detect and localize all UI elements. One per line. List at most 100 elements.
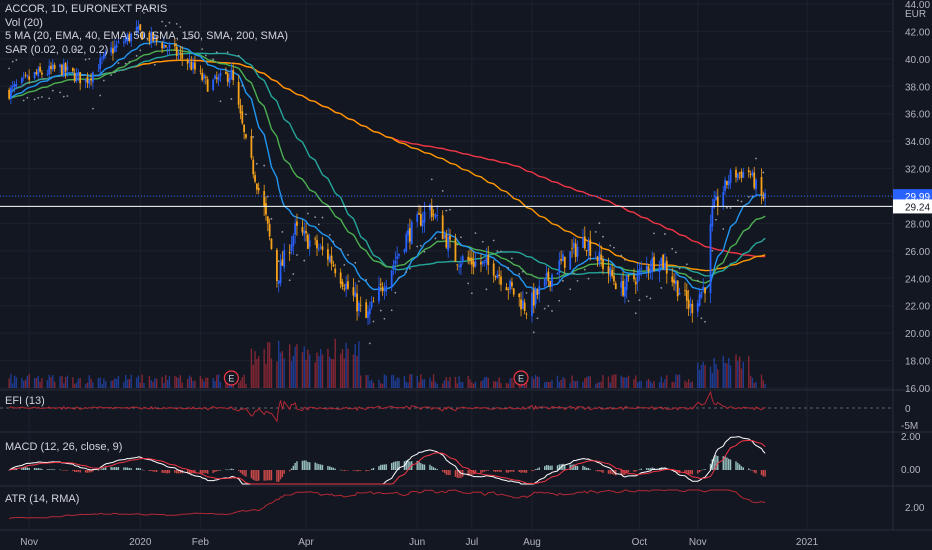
sar-dot [562, 279, 564, 282]
sar-dot [729, 207, 732, 209]
candle-body [354, 292, 357, 297]
candle-body [521, 300, 524, 309]
macd-histogram-bar [429, 464, 431, 470]
volume-bar [493, 381, 495, 388]
macd-histogram-bar [250, 470, 253, 479]
time-axis[interactable]: Nov 2020 Feb Apr Jun Jul Aug Oct Nov 2021 [0, 529, 932, 548]
macd-histogram-bar [334, 468, 336, 470]
legend-volume[interactable]: Vol (20) [5, 16, 43, 29]
legend-moving-averages[interactable]: 5 MA (20, EMA, 40, EMA, 50, SMA, 150, SM… [5, 30, 289, 42]
volume-bar [531, 376, 533, 388]
volume-bar [447, 380, 449, 388]
candle-body [520, 299, 522, 310]
candle-body [447, 237, 450, 251]
legend-efi[interactable]: EFI (13) [5, 395, 45, 407]
macd-histogram-bar [327, 465, 329, 470]
volume-bar [177, 378, 180, 388]
candle-body [161, 42, 164, 49]
candle-body [356, 293, 358, 312]
sar-dot [481, 240, 484, 243]
sar-dot [704, 320, 706, 323]
candle-body [722, 191, 725, 207]
volume-bar [347, 348, 349, 388]
volume-bar [88, 375, 90, 388]
legend-atr[interactable]: ATR (14, RMA) [5, 493, 80, 505]
macd-histogram-bar [186, 470, 189, 474]
sar-dot [332, 240, 335, 243]
volume-bar [190, 376, 192, 388]
candle-body [494, 276, 497, 278]
volume-bar [75, 382, 78, 388]
sar-dot [696, 279, 699, 282]
main-legend: ACCOR, 1D, EURONEXT PARIS Vol (20) 5 MA … [5, 3, 288, 57]
sar-dot [379, 309, 382, 312]
candle-body [538, 286, 541, 295]
macd-histogram-bar [188, 470, 191, 474]
candle-body [277, 280, 280, 284]
macd-histogram-bar [573, 464, 575, 470]
macd-histogram-bar [117, 467, 120, 470]
crosshair-badge [893, 199, 932, 214]
candle-body [598, 251, 601, 264]
sar-dot [664, 233, 666, 235]
volume-bar [635, 375, 637, 388]
macd-histogram-bar [369, 470, 371, 471]
volume-bar [700, 364, 703, 388]
candle-body [449, 236, 451, 240]
macd-histogram-bar [544, 466, 546, 470]
volume-bar [658, 382, 661, 388]
candle-body [301, 227, 304, 233]
volume-bar [53, 381, 56, 388]
macd-histogram-bar [21, 467, 23, 470]
volume-bar [449, 377, 451, 388]
price-axis[interactable]: 44.0042.0040.0038.0036.0034.0032.0030.00… [892, 0, 932, 530]
macd-histogram-bar [307, 461, 309, 470]
macd-histogram-bar [390, 463, 393, 470]
volume-bar [243, 374, 245, 388]
candle-body [46, 74, 49, 75]
volume-bar [381, 383, 384, 388]
candle-body [492, 263, 495, 276]
sar-dot [347, 254, 349, 256]
sar-dot [270, 217, 273, 220]
candle-body [124, 38, 127, 42]
candle-body [179, 52, 182, 54]
volume-bar [356, 355, 358, 388]
volume-bar [740, 368, 743, 388]
time-tick-label: 2020 [129, 537, 152, 548]
legend-sar[interactable]: SAR (0.02, 0.02, 0.2) [5, 43, 109, 56]
legend-symbol[interactable]: ACCOR, 1D, EURONEXT PARIS [5, 3, 168, 15]
macd-histogram-bar [28, 467, 30, 470]
sar-dot [613, 246, 615, 249]
volume-bar [664, 379, 666, 388]
time-tick-label: Feb [192, 537, 210, 548]
legend-macd[interactable]: MACD (12, 26, close, 9) [5, 441, 123, 453]
candle-body [430, 205, 433, 217]
parabolic-sar [8, 6, 765, 345]
candle-body [735, 169, 737, 178]
macd-histogram-bar [602, 470, 604, 473]
price-tick-label: 28.00 [905, 219, 930, 230]
macd-histogram-bar [574, 465, 577, 470]
macd-histogram-bar [536, 468, 539, 470]
volume-bar [507, 383, 509, 388]
candle-body [407, 230, 409, 236]
candle-body [177, 54, 180, 56]
sar-dot [700, 317, 703, 320]
volume-bar [267, 342, 269, 388]
macd-histogram-bar [449, 470, 451, 476]
volume-bar [485, 376, 488, 388]
volume-bar [84, 383, 87, 388]
sar-dot [751, 195, 754, 198]
candle-body [472, 261, 475, 268]
volume-bar [245, 383, 247, 388]
macd-histogram-bar [762, 470, 765, 477]
candlesticks[interactable] [8, 20, 767, 325]
volume-bar [301, 352, 304, 388]
volume-bar [689, 382, 692, 388]
volume-bar [137, 375, 140, 388]
macd-histogram-bar [130, 468, 132, 470]
moving-averages [8, 40, 766, 291]
